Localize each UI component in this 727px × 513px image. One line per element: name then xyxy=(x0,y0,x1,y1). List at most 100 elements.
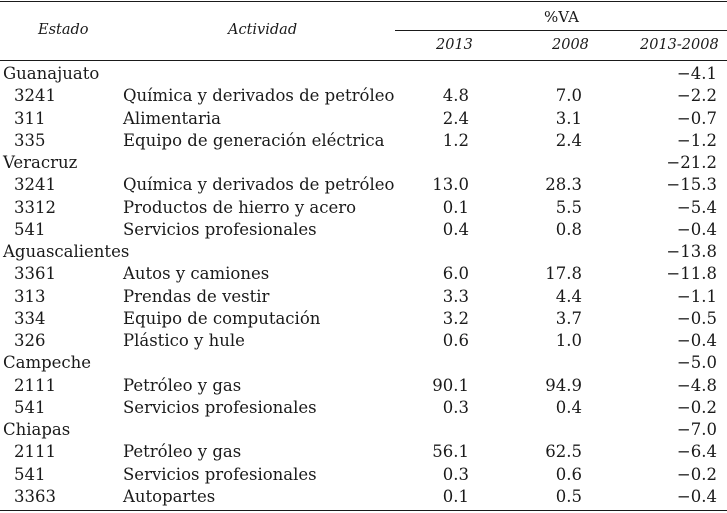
state-row: Veracruz −21.2 xyxy=(0,152,727,174)
value-2008: 17.8 xyxy=(545,264,582,284)
value-diff: −2.2 xyxy=(676,86,717,106)
table-row: 3241 Química y derivados de petróleo 4.8 7.… xyxy=(0,85,727,107)
activity-name: Plástico y hule xyxy=(123,331,245,350)
table-row: 3363 Autopartes 0.1 0.5 −0.4 xyxy=(0,486,727,508)
activity-code: 311 xyxy=(14,108,46,128)
activity-name: Alimentaria xyxy=(123,108,221,128)
value-2008: 62.5 xyxy=(545,442,582,462)
state-name: Veracruz xyxy=(3,153,78,172)
value-2008: 0.4 xyxy=(555,397,582,417)
activity-code: 541 xyxy=(14,219,46,239)
table-row: 2111 Petróleo y gas 90.1 94.9 −4.8 xyxy=(0,375,727,397)
table-row: 313 Prendas de vestir 3.3 4.4 −1.1 xyxy=(0,286,727,308)
activity-name: Servicios profesionales xyxy=(123,464,317,484)
activity-code: 541 xyxy=(14,397,46,417)
state-name: Chiapas xyxy=(3,420,71,439)
value-2013: 13.0 xyxy=(432,175,469,195)
header-va: %VA xyxy=(544,8,579,26)
header-actividad: Actividad xyxy=(228,22,298,38)
activity-name: Petróleo y gas xyxy=(123,442,242,462)
activity-name: Servicios profesionales xyxy=(123,397,317,417)
activity-name: Química y derivados de petróleo xyxy=(123,86,395,106)
activity-code: 3363 xyxy=(14,486,56,506)
value-diff: −0.4 xyxy=(676,219,717,239)
activity-name: Productos de hierro y acero xyxy=(123,197,357,217)
header-2008: 2008 xyxy=(552,37,589,53)
header-rule xyxy=(0,60,727,61)
activity-name: Prendas de vestir xyxy=(123,286,270,306)
activity-code: 335 xyxy=(14,130,46,150)
value-diff: −0.5 xyxy=(676,308,717,328)
value-2013: 56.1 xyxy=(432,442,469,462)
value-2013: 0.3 xyxy=(442,464,469,484)
value-diff: −0.4 xyxy=(676,331,717,350)
table-row: 541 Servicios profesionales 0.4 0.8 −0.4 xyxy=(0,219,727,241)
value-2008: 94.9 xyxy=(545,375,582,395)
state-name: Aguascalientes xyxy=(3,242,130,261)
state-name: Guanajuato xyxy=(3,64,100,83)
activity-code: 3241 xyxy=(14,86,56,106)
table-row: 3312 Productos de hierro y acero 0.1 5.5 −5.… xyxy=(0,197,727,219)
value-2008: 4.4 xyxy=(555,286,582,306)
value-2008: 0.5 xyxy=(555,486,582,506)
value-2013: 2.4 xyxy=(442,108,469,128)
table-row: 311 Alimentaria 2.4 3.1 −0.7 xyxy=(0,108,727,130)
state-row: Campeche −5.0 xyxy=(0,352,727,374)
activity-code: 313 xyxy=(14,286,46,306)
value-2008: 3.1 xyxy=(555,108,582,128)
state-total-diff: −5.0 xyxy=(676,353,717,373)
value-2008: 2.4 xyxy=(555,130,582,150)
bottom-rule xyxy=(0,510,727,511)
state-total-diff: −7.0 xyxy=(676,420,717,439)
value-2013: 0.6 xyxy=(442,331,469,350)
table-row: 3241 Química y derivados de petróleo 13.0 2… xyxy=(0,174,727,196)
value-diff: −0.4 xyxy=(676,486,717,506)
activity-name: Equipo de computación xyxy=(123,308,321,328)
value-2013: 0.1 xyxy=(442,486,469,506)
state-total-diff: −4.1 xyxy=(676,64,717,83)
value-2008: 0.8 xyxy=(555,219,582,239)
activity-code: 3241 xyxy=(14,175,56,195)
table-row: 541 Servicios profesionales 0.3 0.6 −0.2 xyxy=(0,464,727,486)
header-estado: Estado xyxy=(38,22,89,38)
activity-code: 3361 xyxy=(14,264,56,284)
activity-code: 2111 xyxy=(14,442,56,462)
value-2013: 4.8 xyxy=(442,86,469,106)
activity-code: 334 xyxy=(14,308,46,328)
value-2013: 3.2 xyxy=(442,308,469,328)
value-2008: 3.7 xyxy=(555,308,582,328)
value-2013: 0.3 xyxy=(442,397,469,417)
value-2013: 3.3 xyxy=(442,286,469,306)
value-2013: 0.4 xyxy=(442,219,469,239)
value-diff: −1.2 xyxy=(676,130,717,150)
state-row: Aguascalientes −13.8 xyxy=(0,241,727,263)
subheader-rule xyxy=(395,30,727,31)
activity-code: 3312 xyxy=(14,197,56,217)
value-2008: 7.0 xyxy=(555,86,582,106)
table-row: 3361 Autos y camiones 6.0 17.8 −11.8 xyxy=(0,263,727,285)
value-diff: −5.4 xyxy=(676,197,717,217)
activity-name: Química y derivados de petróleo xyxy=(123,175,395,195)
table-row: 326 Plástico y hule 0.6 1.0 −0.4 xyxy=(0,330,727,352)
value-2013: 0.1 xyxy=(442,197,469,217)
activity-name: Autopartes xyxy=(123,486,216,506)
activity-code: 541 xyxy=(14,464,46,484)
value-2008: 1.0 xyxy=(555,331,582,350)
state-row: Guanajuato −4.1 xyxy=(0,63,727,85)
value-diff: −6.4 xyxy=(676,442,717,462)
value-diff: −0.7 xyxy=(676,108,717,128)
value-diff: −15.3 xyxy=(666,175,717,195)
value-diff: −0.2 xyxy=(676,397,717,417)
state-name: Campeche xyxy=(3,353,92,373)
value-2013: 6.0 xyxy=(442,264,469,284)
value-2008: 28.3 xyxy=(545,175,582,195)
activity-name: Autos y camiones xyxy=(123,264,270,284)
value-2013: 1.2 xyxy=(442,130,469,150)
activity-name: Servicios profesionales xyxy=(123,219,317,239)
activity-name: Petróleo y gas xyxy=(123,375,242,395)
value-2008: 5.5 xyxy=(555,197,582,217)
value-diff: −4.8 xyxy=(676,375,717,395)
top-rule xyxy=(0,1,727,2)
activity-code: 2111 xyxy=(14,375,56,395)
